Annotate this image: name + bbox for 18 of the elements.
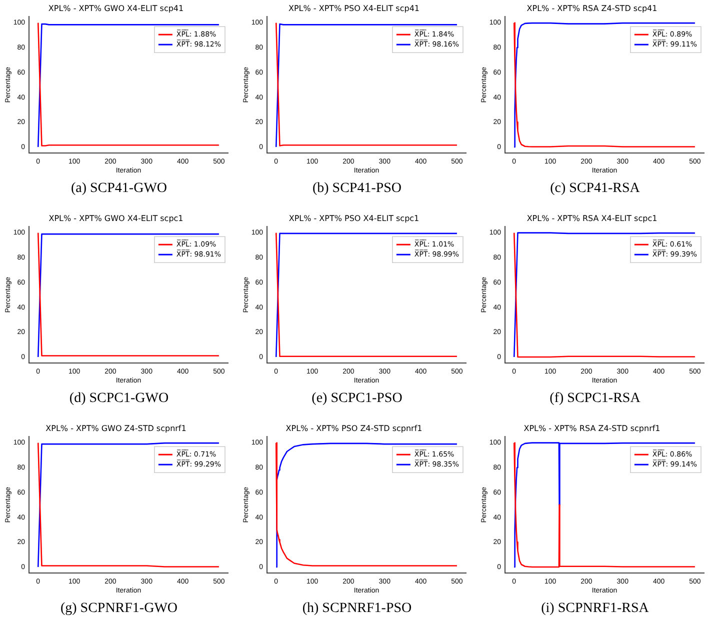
chart-title: XPL% - XPT% GWO Z4-STD scpnrf1 bbox=[46, 424, 186, 433]
chart-title: XPL% - XPT% PSO X4-ELIT scpc1 bbox=[288, 214, 420, 223]
text: (a) SCP41-GWO bbox=[70, 181, 168, 197]
text: (c) SCP41-RSA bbox=[550, 181, 640, 197]
chart-title: XPL% - XPT% RSA Z4-STD scpnrf1 bbox=[524, 424, 660, 433]
chart-title: XPL% - XPT% GWO X4-ELIT scp41 bbox=[48, 4, 184, 13]
text: (i) SCPNRF1-RSA bbox=[541, 601, 649, 617]
text: (h) SCPNRF1-PSO bbox=[302, 601, 412, 617]
text: (b) SCP41-PSO bbox=[312, 181, 402, 197]
chart-title: XPL% - XPT% PSO X4-ELIT scp41 bbox=[288, 4, 420, 13]
text: (d) SCPC1-GWO bbox=[69, 391, 169, 407]
chart-title: XPL% - XPT% RSA X4-ELIT scpc1 bbox=[526, 214, 658, 223]
text: (e) SCPC1-PSO bbox=[312, 391, 402, 407]
chart-title: XPL% - XPT% RSA Z4-STD scp41 bbox=[526, 4, 658, 13]
chart-title: XPL% - XPT% GWO X4-ELIT scpc1 bbox=[48, 214, 184, 223]
text: (g) SCPNRF1-GWO bbox=[60, 601, 178, 617]
chart-title: XPL% - XPT% PSO Z4-STD scpnrf1 bbox=[286, 424, 422, 433]
text: (f) SCPC1-RSA bbox=[550, 391, 640, 407]
